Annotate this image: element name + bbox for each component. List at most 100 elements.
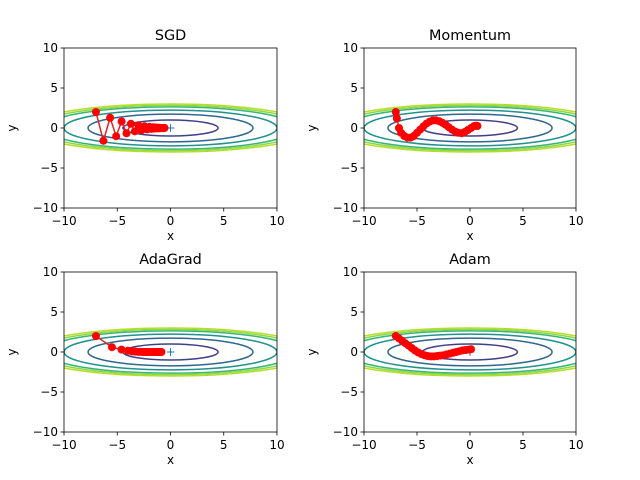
adagrad-title: AdaGrad — [139, 252, 202, 268]
sgd-ytick-label-3: 5 — [50, 81, 58, 95]
adam-contour-5 — [364, 328, 576, 376]
adagrad-xtick-label-0: −10 — [51, 438, 76, 452]
adagrad-ytick-label-3: 5 — [50, 305, 58, 319]
momentum-ytick-label-3: 5 — [350, 81, 358, 95]
adam-xtick-label-2: 0 — [466, 438, 474, 452]
sgd-contour-4 — [64, 106, 277, 150]
adam-contour-3 — [364, 333, 576, 371]
adagrad-ylabel: y — [5, 348, 19, 355]
adagrad-contour-3 — [64, 333, 277, 371]
momentum-xtick-label-3: 5 — [519, 214, 527, 228]
momentum-contour-6 — [364, 103, 576, 153]
adam-path-point-24 — [467, 345, 476, 354]
adam-xtick-label-0: −10 — [351, 438, 376, 452]
sgd-ytick-label-2: 0 — [50, 121, 58, 135]
momentum-xtick-label-4: 10 — [568, 214, 583, 228]
momentum-xtick-label-1: −5 — [408, 214, 426, 228]
momentum-ytick-label-0: −10 — [333, 201, 358, 215]
adagrad-path-point-23 — [157, 348, 166, 356]
adagrad-contour-6 — [64, 327, 277, 377]
adam-ytick-label-1: −5 — [340, 385, 358, 399]
momentum-path-point-1 — [392, 114, 401, 123]
sgd-ytick-label-1: −5 — [40, 161, 58, 175]
adam-title: Adam — [449, 252, 491, 268]
momentum-contour-2 — [387, 113, 553, 143]
adagrad-xtick-label-3: 5 — [220, 438, 228, 452]
sgd-xtick-label-3: 5 — [220, 214, 228, 228]
sgd-xtick-label-1: −5 — [108, 214, 126, 228]
adagrad-xtick-label-1: −5 — [108, 438, 126, 452]
adagrad-path-point-1 — [107, 343, 116, 352]
adam-xtick-label-4: 10 — [568, 438, 583, 452]
adam-ylabel: y — [305, 348, 319, 355]
subplot-adam: + −10 −5 0 5 10 −10 −5 0 5 10 x y Adam — [305, 252, 584, 467]
adagrad-path-point-0 — [91, 332, 100, 340]
adagrad-xlabel: x — [167, 453, 174, 467]
sgd-title: SGD — [155, 28, 186, 44]
adam-xtick-label-3: 5 — [519, 438, 527, 452]
momentum-xtick-label-0: −10 — [351, 214, 376, 228]
adam-ytick-label-3: 5 — [350, 305, 358, 319]
sgd-xlabel: x — [167, 229, 174, 243]
momentum-ytick-label-1: −5 — [340, 161, 358, 175]
momentum-ylabel: y — [305, 124, 319, 131]
sgd-path-point-0 — [91, 108, 100, 116]
adagrad-path-point-2 — [117, 345, 126, 354]
sgd-contour-3 — [64, 109, 277, 147]
adam-contour-4 — [364, 330, 576, 374]
sgd-path-point-7 — [130, 127, 139, 136]
sgd-path-point-3 — [112, 132, 121, 141]
adagrad-ytick-label-0: −10 — [33, 425, 58, 439]
adagrad-contour-5 — [64, 328, 277, 376]
adam-ytick-label-4: 10 — [343, 265, 358, 279]
sgd-minimum-marker: + — [165, 121, 175, 135]
sgd-ytick-label-0: −10 — [33, 201, 58, 215]
momentum-ytick-label-4: 10 — [343, 41, 358, 55]
sgd-path-point-5 — [122, 129, 131, 138]
adagrad-minimum-marker: + — [165, 345, 175, 359]
momentum-contour-3 — [364, 109, 576, 147]
sgd-path-point-2 — [106, 113, 115, 122]
momentum-xlabel: x — [466, 229, 473, 243]
momentum-contour-4 — [364, 106, 576, 150]
sgd-path-point-1 — [99, 136, 108, 145]
adam-xlabel: x — [466, 453, 473, 467]
adam-xtick-label-1: −5 — [408, 438, 426, 452]
sgd-contour-6 — [64, 103, 277, 153]
adam-contour-6 — [364, 327, 576, 377]
adam-contour-2 — [387, 337, 553, 367]
adagrad-contour-2 — [87, 337, 254, 367]
sgd-xtick-label-4: 10 — [269, 214, 284, 228]
sgd-path-point-6 — [126, 119, 135, 128]
adagrad-ytick-label-2: 0 — [50, 345, 58, 359]
sgd-contour-2 — [87, 113, 254, 143]
sgd-plot-area: + — [64, 103, 277, 153]
momentum-xtick-label-2: 0 — [466, 214, 474, 228]
adagrad-xtick-label-4: 10 — [269, 438, 284, 452]
adagrad-xtick-label-2: 0 — [167, 438, 175, 452]
adam-plot-area: + — [364, 327, 576, 377]
momentum-contour-5 — [364, 104, 576, 152]
sgd-path-point-4 — [117, 117, 126, 126]
adam-ytick-label-0: −10 — [333, 425, 358, 439]
momentum-title: Momentum — [429, 28, 511, 44]
momentum-path-point-28 — [473, 122, 482, 130]
momentum-plot-area: + — [364, 103, 576, 153]
sgd-ytick-label-4: 10 — [43, 41, 58, 55]
subplot-adagrad: + −10 −5 0 5 10 −10 −5 0 5 10 x y AdaGrad — [5, 252, 285, 467]
sgd-ylabel: y — [5, 124, 19, 131]
adagrad-plot-area: + — [64, 327, 277, 377]
subplot-momentum: + −10 −5 0 5 10 −10 −5 0 5 10 x y Momentum — [305, 28, 584, 243]
sgd-xtick-label-0: −10 — [51, 214, 76, 228]
sgd-contour-1 — [122, 119, 219, 137]
momentum-ytick-label-2: 0 — [350, 121, 358, 135]
sgd-path-point-24 — [160, 123, 169, 132]
adam-ytick-label-2: 0 — [350, 345, 358, 359]
adagrad-ytick-label-1: −5 — [40, 385, 58, 399]
sgd-contour-5 — [64, 104, 277, 152]
subplot-sgd: + −10 −5 0 5 10 −10 −5 0 5 10 x y SGD — [5, 28, 285, 243]
sgd-xtick-label-2: 0 — [167, 214, 175, 228]
adagrad-ytick-label-4: 10 — [43, 265, 58, 279]
